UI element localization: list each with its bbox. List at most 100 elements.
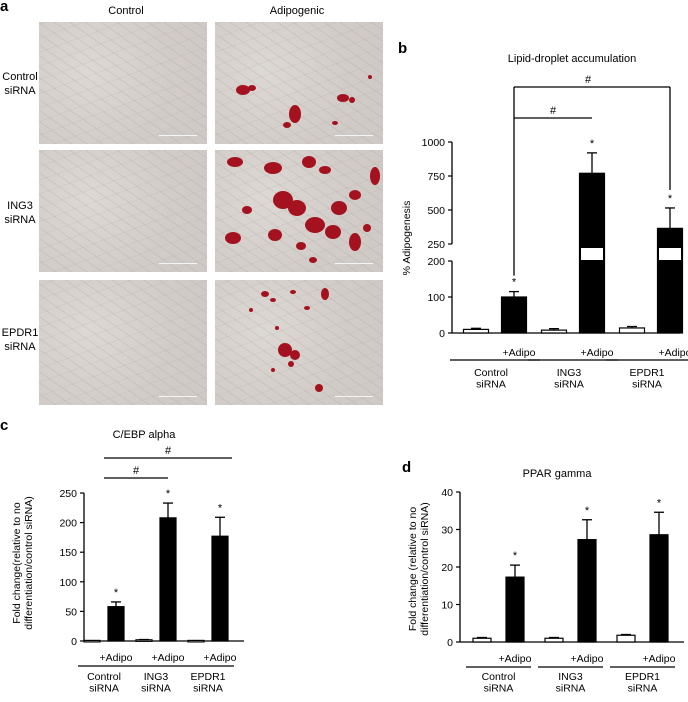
bar xyxy=(542,330,567,333)
bar xyxy=(84,640,100,642)
group-label: siRNA xyxy=(554,379,584,391)
y-tick-label: 250 xyxy=(59,488,77,500)
group-label: siRNA xyxy=(628,683,658,695)
row-label-ing3-sirna: ING3 siRNA xyxy=(0,199,44,227)
scale-bar xyxy=(335,263,373,264)
condition-label: +Adipo xyxy=(100,652,133,664)
bar xyxy=(578,540,596,642)
condition-label: +Adipo xyxy=(643,653,676,665)
col-header-control: Control xyxy=(51,5,201,17)
group-label: siRNA xyxy=(556,683,586,695)
group-label: Control xyxy=(474,367,508,379)
bar xyxy=(108,607,124,641)
significance-star: * xyxy=(114,587,119,599)
condition-label: +Adipo xyxy=(204,652,237,664)
micrograph-ing3-sirna-control xyxy=(39,150,207,272)
y-tick-label: 10 xyxy=(441,600,453,612)
bar xyxy=(658,228,683,333)
bar xyxy=(545,638,563,642)
group-label: siRNA xyxy=(193,683,223,695)
lipid-droplet-stain xyxy=(215,280,383,405)
bar xyxy=(212,536,228,641)
y-tick-label: 750 xyxy=(427,171,445,183)
y-tick-label: 30 xyxy=(441,525,453,537)
y-axis-label: differentiation/control siRNA) xyxy=(419,502,431,635)
y-axis-label: % Adipogenesis xyxy=(401,201,413,276)
group-label: EPDR1 xyxy=(190,671,225,683)
significance-star: * xyxy=(585,505,590,517)
significance-star: * xyxy=(668,193,673,205)
chart-lipid-droplet-accumulation: Lipid-droplet accumulation % Adipogenesis… xyxy=(388,40,688,400)
significance-hash: # xyxy=(165,445,172,457)
y-tick-label: 40 xyxy=(441,487,453,499)
bar xyxy=(650,535,668,642)
group-label: ING3 xyxy=(557,367,582,379)
condition-label: +Adipo xyxy=(152,652,185,664)
bar xyxy=(473,638,491,642)
bar xyxy=(464,329,489,333)
y-tick-label: 200 xyxy=(59,518,77,530)
row-label-line: ING3 xyxy=(0,199,44,213)
row-label-control-sirna: Control siRNA xyxy=(0,70,44,98)
condition-label: +Adipo xyxy=(659,347,688,359)
y-tick-label: 250 xyxy=(427,239,445,251)
bar xyxy=(620,328,645,333)
group-label: siRNA xyxy=(141,683,171,695)
significance-star: * xyxy=(512,277,517,289)
condition-label: +Adipo xyxy=(499,653,532,665)
significance-hash: # xyxy=(550,105,557,117)
micrograph-epdr1-sirna-control xyxy=(39,280,207,405)
bar xyxy=(188,640,204,642)
bar xyxy=(617,635,635,642)
lipid-droplet-stain xyxy=(215,22,383,144)
group-label: siRNA xyxy=(484,683,514,695)
y-tick-label: 0 xyxy=(71,636,77,648)
y-axis-label: Fold change (relative to no xyxy=(407,507,419,631)
y-tick-label: 50 xyxy=(65,606,77,618)
micrograph-control-sirna-control xyxy=(39,22,207,144)
scale-bar xyxy=(159,135,197,136)
group-label: ING3 xyxy=(558,671,583,683)
group-label: ING3 xyxy=(144,671,169,683)
chart-title: Lipid-droplet accumulation xyxy=(508,53,636,65)
group-label: Control xyxy=(482,671,516,683)
significance-star: * xyxy=(166,488,171,500)
significance-star: * xyxy=(513,550,518,562)
scale-bar xyxy=(335,396,373,397)
row-label-line: siRNA xyxy=(0,213,44,227)
micrograph-epdr1-sirna-adipogenic xyxy=(215,280,383,405)
bar xyxy=(502,297,527,333)
micrograph-ing3-sirna-adipogenic xyxy=(215,150,383,272)
y-tick-label: 100 xyxy=(59,577,77,589)
significance-hash: # xyxy=(585,74,592,86)
micrograph-control-sirna-adipogenic xyxy=(215,22,383,144)
y-tick-label: 20 xyxy=(441,562,453,574)
significance-star: * xyxy=(657,497,662,509)
scale-bar xyxy=(159,263,197,264)
condition-label: +Adipo xyxy=(503,347,536,359)
significance-star: * xyxy=(590,138,595,150)
scale-bar xyxy=(159,396,197,397)
row-label-epdr1-sirna: EPDR1 siRNA xyxy=(0,326,44,354)
y-tick-label: 0 xyxy=(447,637,453,649)
group-label: EPDR1 xyxy=(629,367,664,379)
row-label-line: siRNA xyxy=(0,84,44,98)
row-label-line: Control xyxy=(0,70,44,84)
group-label: siRNA xyxy=(632,379,662,391)
y-axis-label: Fold change(relative to no xyxy=(11,502,23,624)
significance-star: * xyxy=(218,502,223,514)
scale-bar xyxy=(335,135,373,136)
significance-hash: # xyxy=(133,465,140,477)
group-label: siRNA xyxy=(476,379,506,391)
group-label: siRNA xyxy=(89,683,119,695)
y-tick-label: 1000 xyxy=(422,137,446,149)
row-label-line: EPDR1 xyxy=(0,326,44,340)
panel-letter-a: a xyxy=(0,0,8,15)
y-tick-label: 500 xyxy=(427,205,445,217)
y-tick-label: 150 xyxy=(59,547,77,559)
condition-label: +Adipo xyxy=(581,347,614,359)
y-tick-label: 0 xyxy=(439,328,445,340)
group-label: EPDR1 xyxy=(625,671,660,683)
